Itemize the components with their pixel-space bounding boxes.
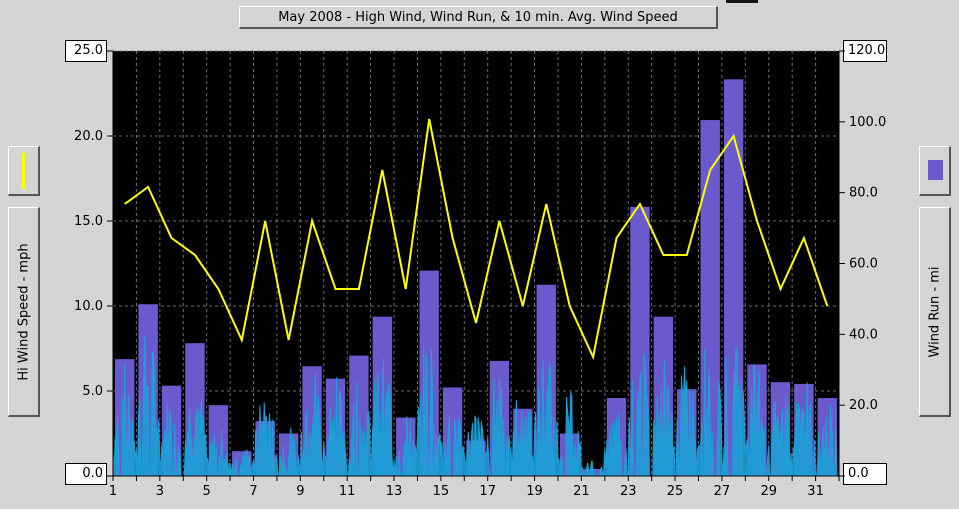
x-tick-label: 11 bbox=[339, 484, 356, 499]
right-tick-label: 20.0 bbox=[849, 398, 878, 413]
wind-run-bar-swatch bbox=[928, 160, 943, 180]
avg-wind-area-shape bbox=[112, 336, 839, 478]
hi-wind-line-path bbox=[124, 118, 829, 361]
x-tick-label: 25 bbox=[667, 484, 684, 499]
right-tick-label: 80.0 bbox=[849, 186, 878, 201]
x-tick-label: 29 bbox=[760, 484, 777, 499]
x-tick-label: 5 bbox=[203, 484, 211, 499]
right-tick-label: 40.0 bbox=[849, 327, 878, 342]
right-legend-swatch bbox=[919, 146, 951, 196]
left-legend-swatch bbox=[8, 146, 40, 196]
grid bbox=[112, 50, 840, 476]
left-axis-title-box: Hi Wind Speed - mph bbox=[8, 207, 40, 417]
hi-wind-line-swatch bbox=[22, 153, 25, 189]
x-tick-label: 3 bbox=[156, 484, 164, 499]
x-tick-label: 1 bbox=[109, 484, 117, 499]
x-tick-label: 31 bbox=[807, 484, 824, 499]
x-tick-label: 19 bbox=[526, 484, 543, 499]
x-tick-label: 23 bbox=[620, 484, 637, 499]
x-tick-label: 17 bbox=[479, 484, 496, 499]
left-tick-label: 20.0 bbox=[74, 129, 103, 144]
left-tick-label: 15.0 bbox=[74, 214, 103, 229]
left-tick-label: 5.0 bbox=[82, 384, 103, 399]
avg-wind-area bbox=[112, 336, 839, 478]
x-tick-label: 9 bbox=[296, 484, 304, 499]
x-tick-label: 7 bbox=[249, 484, 257, 499]
left-tick-label: 10.0 bbox=[74, 299, 103, 314]
right-tick-label: 100.0 bbox=[849, 115, 886, 130]
x-tick-label: 21 bbox=[573, 484, 590, 499]
chart-title: May 2008 - High Wind, Wind Run, & 10 min… bbox=[239, 6, 718, 29]
right-tick-label: 60.0 bbox=[849, 257, 878, 272]
top-tab bbox=[726, 0, 758, 3]
left-top-readout: 25.0 bbox=[65, 40, 107, 62]
x-tick-label: 27 bbox=[714, 484, 731, 499]
wind-run-bar bbox=[723, 79, 744, 476]
right-axis-title-box: Wind Run - mi bbox=[919, 207, 951, 417]
hi-wind-line bbox=[124, 118, 829, 361]
x-tick-label: 15 bbox=[433, 484, 450, 499]
right-bottom-readout: 0.0 bbox=[843, 463, 887, 485]
x-tick-label: 13 bbox=[386, 484, 403, 499]
left-bottom-readout: 0.0 bbox=[65, 463, 107, 485]
